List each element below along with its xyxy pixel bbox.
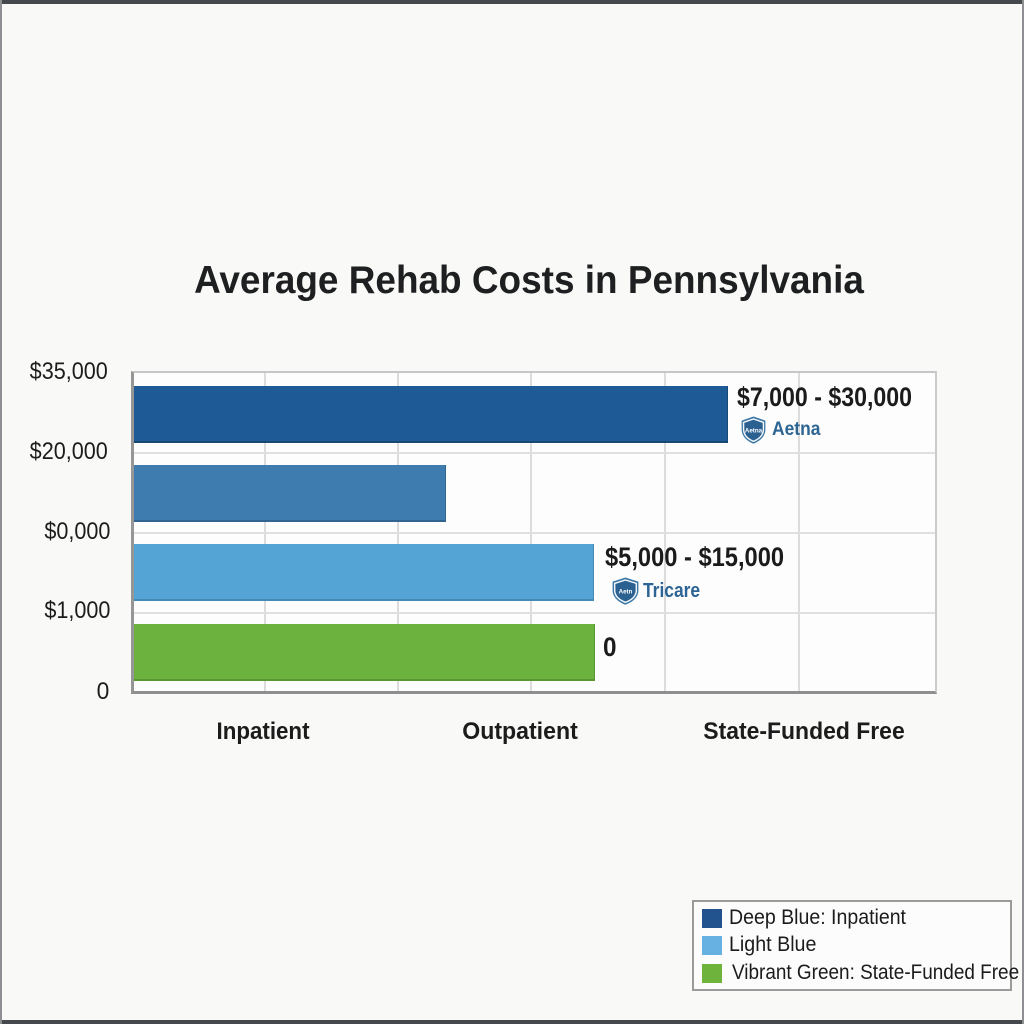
svg-text:Aetn: Aetn: [619, 588, 633, 595]
svg-text:Aetna: Aetna: [745, 427, 763, 434]
